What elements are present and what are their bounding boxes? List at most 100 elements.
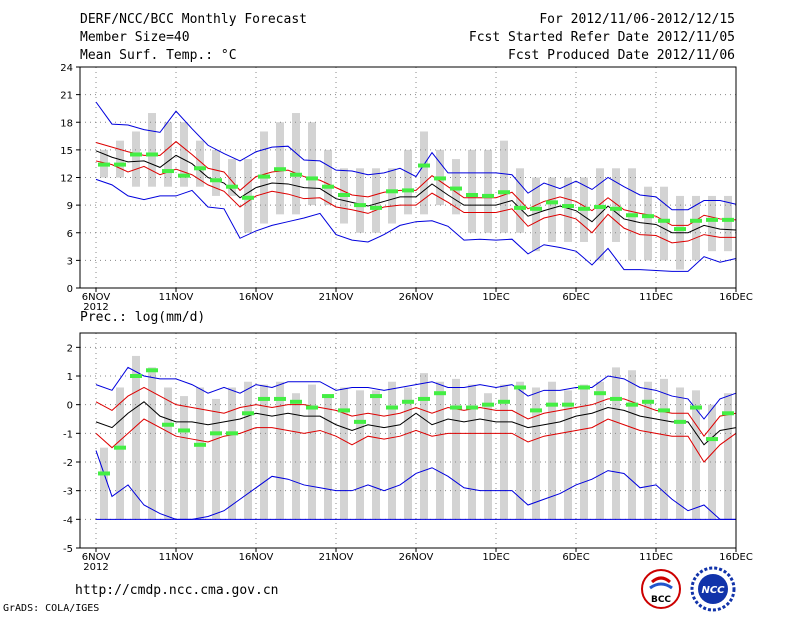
climatology-marker [706,217,718,222]
climatology-marker [466,405,478,410]
grads-credit: GrADS: COLA/IGES [3,603,100,614]
y-tick-label: -4 [63,515,73,526]
y-tick-label: 6 [67,229,73,240]
member-bar [692,390,700,520]
member-bar [404,387,412,520]
climatology-marker [418,163,430,168]
svg-text:BCC: BCC [651,595,671,605]
x-tick-label: 11DEC [639,292,673,303]
x-tick-label: 16NOV [239,292,274,303]
member-bar [468,384,476,520]
climatology-marker [578,206,590,211]
series-upper [95,140,737,226]
y-tick-label: 12 [60,174,73,185]
climatology-marker [194,442,206,447]
climatology-marker [354,203,366,208]
climatology-marker [242,195,254,200]
climatology-marker [322,394,334,399]
x-tick-label: 16NOV [239,552,274,563]
member-bar [356,168,364,233]
climatology-marker [530,206,542,211]
x-tick-label: 6NOV [82,552,111,563]
member-bar [356,390,364,520]
climatology-marker [514,385,526,390]
x-tick-label: 6DEC [562,292,589,303]
climatology-marker [482,193,494,198]
member-bar [724,393,732,520]
member-bar [324,396,332,520]
climatology-marker [514,205,526,210]
climatology-marker [178,428,190,433]
member-bar [660,186,668,261]
climatology-marker [594,391,606,396]
member-bar [420,373,428,520]
member-bar [612,168,620,242]
member-bar [292,393,300,520]
member-bar [196,140,204,187]
member-bar [420,131,428,215]
climatology-marker [130,152,142,157]
y-tick-label: 15 [60,146,73,157]
x-tick-label: 21NOV [319,292,354,303]
member-bar [100,447,108,520]
member-bar [292,113,300,215]
climatology-marker [498,399,510,404]
member-bar [164,387,172,520]
y-tick-label: 2 [67,343,73,354]
climatology-marker [210,431,222,436]
climatology-marker [114,445,126,450]
climatology-marker [674,419,686,424]
climatology-marker [706,437,718,442]
climatology-marker [146,152,158,157]
climatology-marker [370,205,382,210]
member-bar [724,195,732,252]
member-bar [564,177,572,242]
member-bar [612,367,620,520]
variable-label: Mean Surf. Temp.: °C [80,48,237,63]
member-bar [212,398,220,520]
climatology-marker [482,402,494,407]
x-tick-label: 21NOV [319,552,354,563]
y-tick-label: 21 [60,91,73,102]
source-url[interactable]: http://cmdp.ncc.cma.gov.cn [75,583,279,598]
y-tick-label: 0 [67,401,73,412]
climatology-marker [322,184,334,189]
member-bar [180,396,188,520]
member-bar [676,387,684,520]
member-bar [708,195,716,252]
member-bar [692,195,700,261]
climatology-marker [658,408,670,413]
x-tick-label: 26NOV [399,552,434,563]
climatology-marker [226,184,238,189]
y-tick-label: 3 [67,256,73,267]
climatology-marker [546,200,558,205]
climatology-marker [274,167,286,172]
y-tick-label: -5 [63,544,73,555]
x-year-label: 2012 [83,562,108,573]
member-bar [148,367,156,520]
climatology-marker [418,396,430,401]
y-tick-label: 0 [67,284,73,295]
member-bar [148,113,156,187]
climatology-marker [258,396,270,401]
climatology-marker [450,186,462,191]
member-bar [500,140,508,233]
member-bar [388,168,396,224]
member-bar [228,387,236,520]
member-bar [532,387,540,520]
climatology-marker [690,405,702,410]
precip-panel-title: Prec.: log(mm/d) [80,310,206,325]
member-bar [196,387,204,520]
climatology-marker [546,402,558,407]
climatology-marker [498,190,510,195]
y-tick-label: 24 [60,63,73,74]
x-year-label: 2012 [83,302,108,313]
climatology-marker [530,408,542,413]
climatology-marker [162,169,174,174]
climatology-marker [450,405,462,410]
member-bar [228,159,236,196]
member-bar [484,149,492,233]
climatology-marker [610,396,622,401]
x-tick-label: 1DEC [482,552,509,563]
